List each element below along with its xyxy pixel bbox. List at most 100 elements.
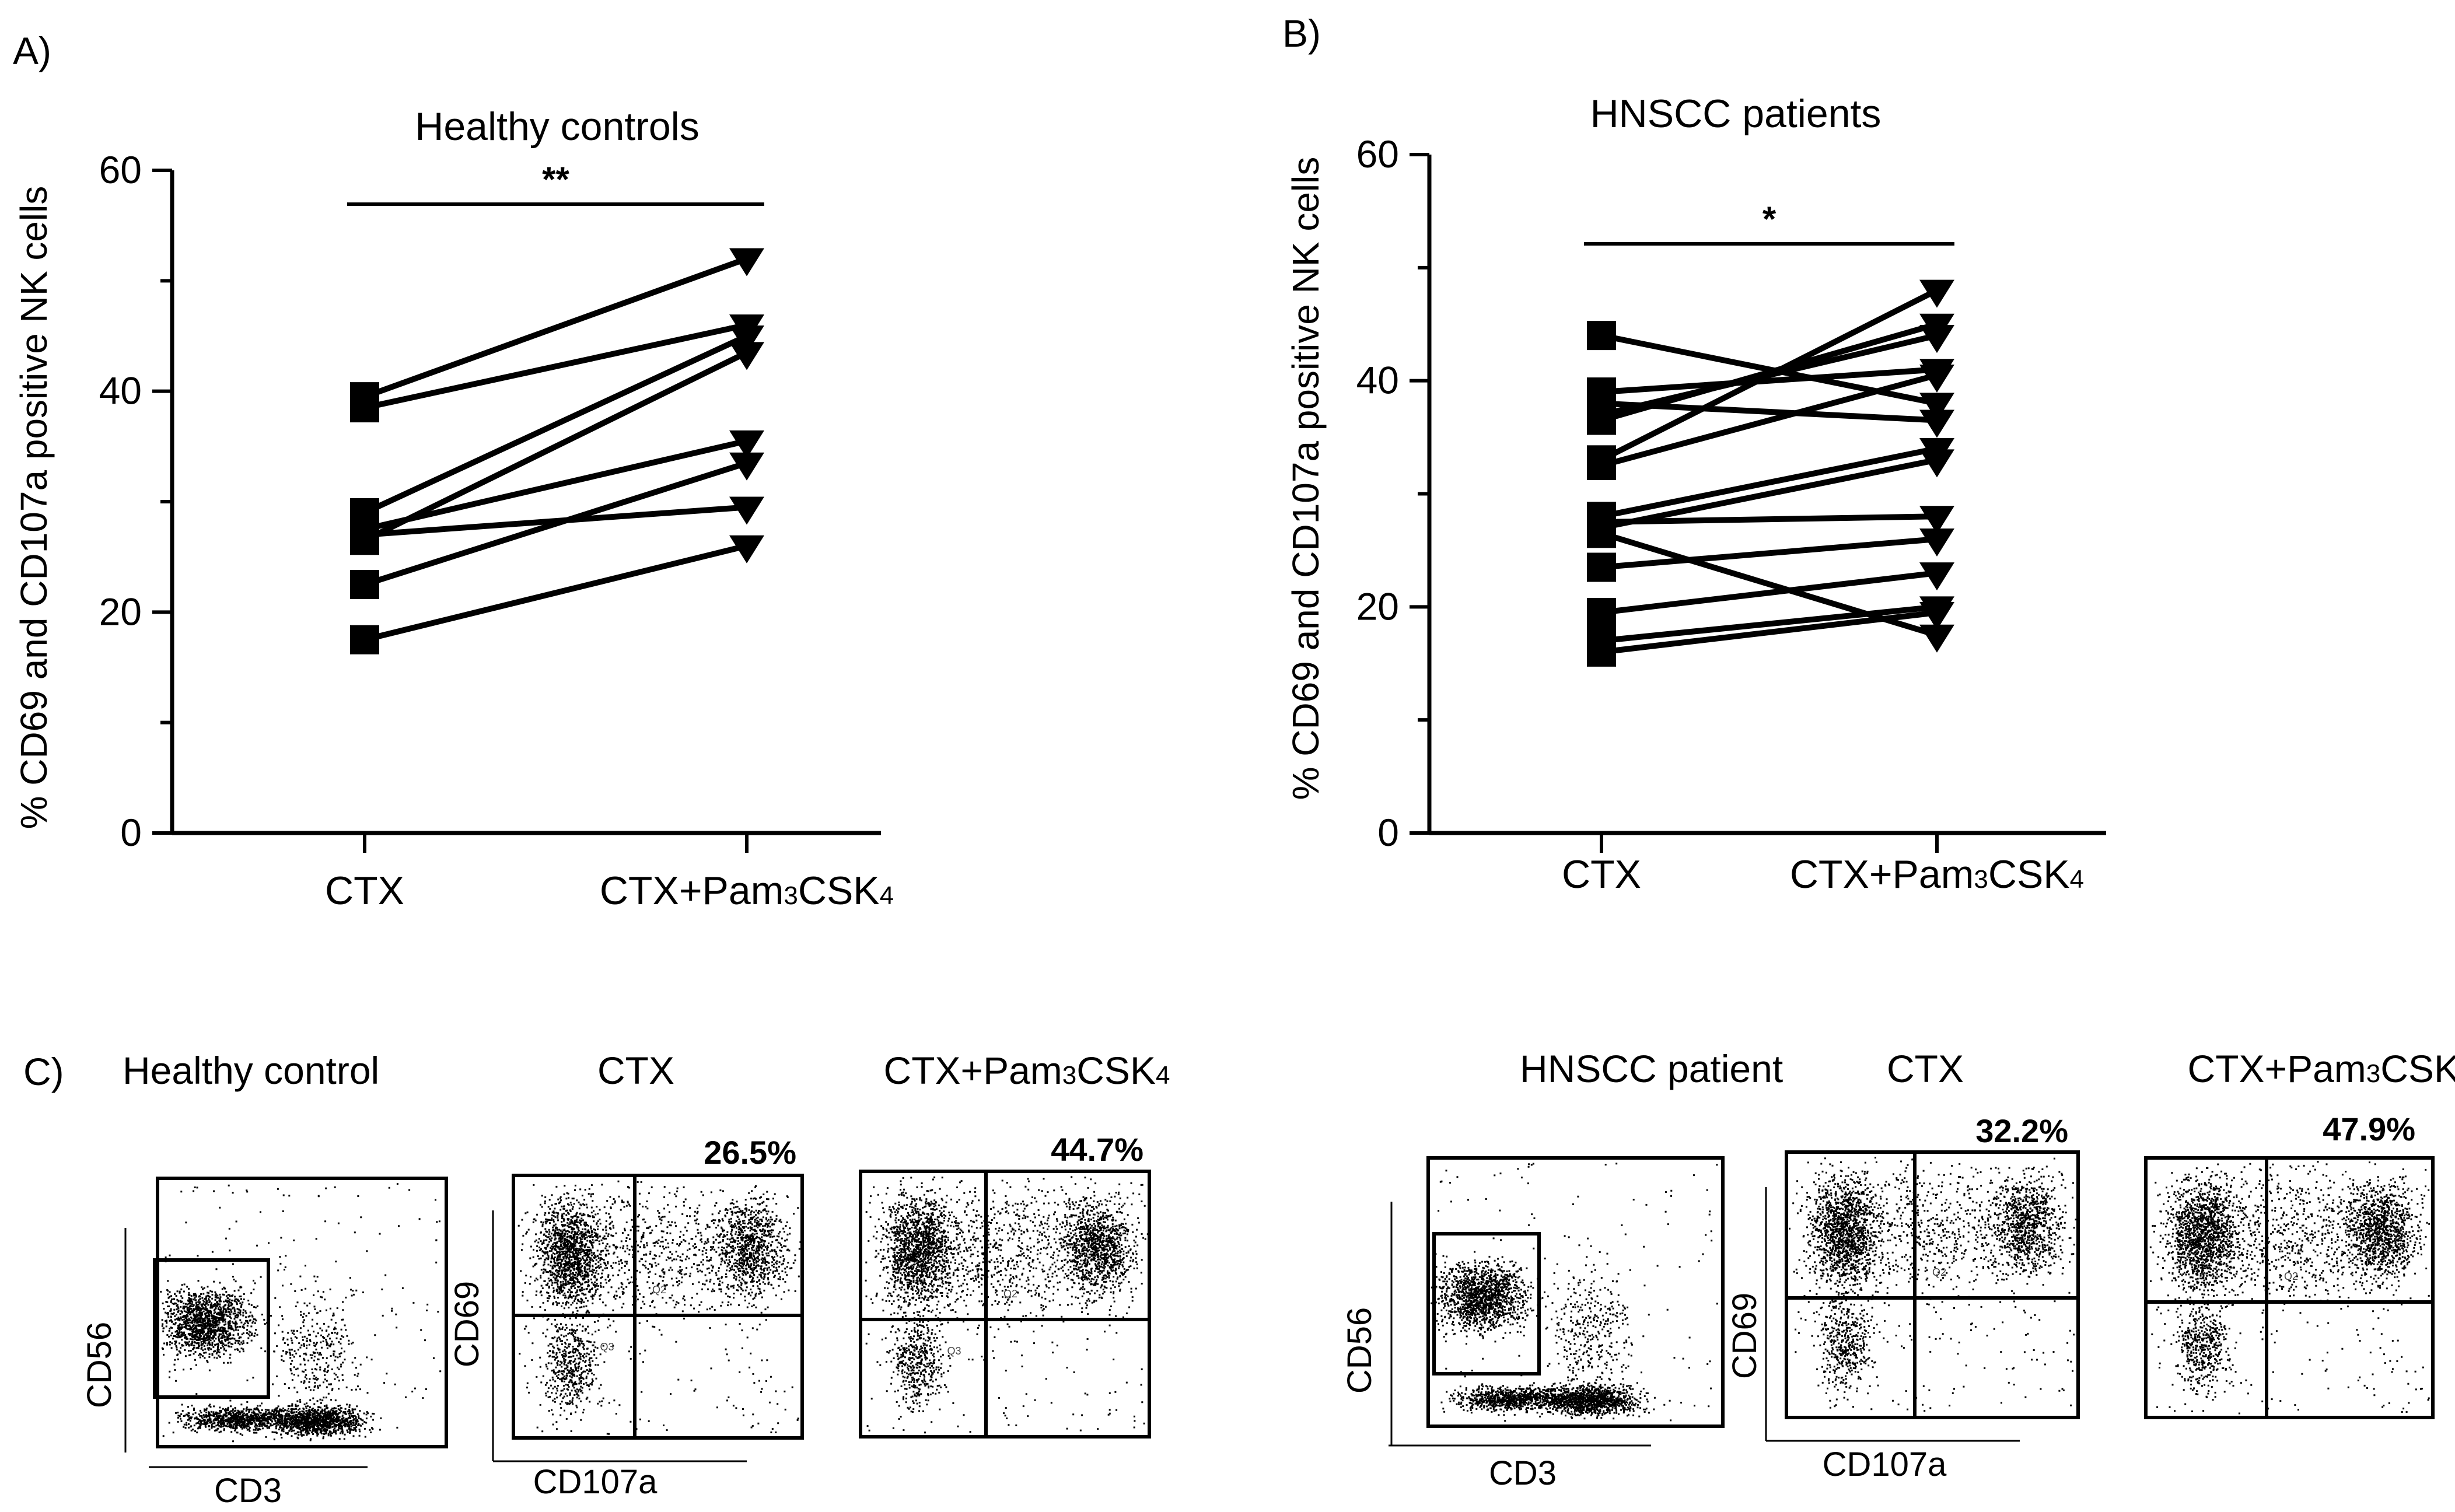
panel-a-pair-line [363, 438, 748, 533]
ctx-quadrant-plot: CTX 32.2% Q2 [1785, 1047, 2080, 1419]
panel-a-pam-point [729, 452, 764, 481]
panel-b-category-label-1: CTX+Pam3CSK4 [1790, 852, 2084, 897]
pam-plot-frame [859, 1170, 1151, 1438]
scatter-dots [2159, 1163, 2250, 1309]
panel-b-pam-point [1919, 313, 1954, 342]
panel-b-ctx-point [1587, 451, 1616, 481]
gating-x-label: CD3 [214, 1472, 282, 1510]
gating-plot: CD56 CD3 [1341, 1156, 1725, 1492]
panel-b-ctx-point [1587, 321, 1616, 351]
gating-plot-frame [156, 1177, 448, 1448]
panel-a-pam-point [729, 342, 764, 370]
panel-b-y-tick-label: 60 [1356, 132, 1399, 176]
panel-a-ctx-point [350, 570, 379, 599]
panel-b-category-label-0: CTX [1562, 852, 1641, 897]
gating-y-label: CD56 [1341, 1307, 1379, 1394]
panel-a-pair-line [363, 256, 748, 400]
panel-b-label: B) [1282, 12, 1321, 55]
scatter-dots [1431, 1247, 1547, 1345]
panel-b-pam-point [1919, 528, 1954, 557]
gating-y-label: CD56 [81, 1322, 118, 1408]
panel-b-pair-line [1601, 610, 1938, 655]
gating-plot-frame [1426, 1156, 1725, 1428]
panel-a-title: Healthy controls [415, 104, 700, 149]
panel-b-pam-point [1919, 364, 1954, 393]
ctx-plot-title: CTX [597, 1049, 674, 1092]
panel-b-ctx-point [1587, 637, 1616, 667]
pam-percent-label: 47.9% [2323, 1111, 2415, 1147]
panel-a-y-tick-label: 40 [99, 369, 142, 412]
panel-c-flow-plots: C) Healthy controlCD56CD3CTX26.5%Q2Q3CTX… [23, 1047, 2455, 1510]
ctx-x-label: CD107a [1823, 1446, 1947, 1483]
panel-b-ylabel: % CD69 and CD107a positive NK cells [1285, 157, 1327, 800]
ctx-quadrant-plot: CTX 26.5% Q2 Q3 [512, 1049, 804, 1440]
panel-b-pair-line [1600, 288, 1939, 463]
scatter-dots [517, 1181, 800, 1347]
panel-a-y-tick-label: 0 [120, 811, 142, 854]
scatter-dots [1978, 1167, 2077, 1294]
pam-quadrant-plot: CTX+Pam3CSK4 44.7% Q2 Q3 [859, 1049, 1170, 1438]
panel-a-pam-point [729, 496, 764, 525]
nk-gate [153, 1258, 270, 1399]
panel-a-pair-line [363, 333, 749, 516]
panel-a-category-label-0: CTX [325, 869, 404, 913]
scatter-dots [1795, 1161, 1891, 1312]
panel-a-y-tick-label: 20 [99, 590, 142, 633]
panel-b-pam-point [1919, 410, 1954, 438]
panel-a-pair-line [363, 349, 749, 543]
panel-b-significance-label: * [1762, 200, 1776, 239]
panel-b-pam-point [1919, 279, 1954, 308]
scatter-dots [162, 1183, 442, 1443]
panel-a-chart: A) Healthy controls % CD69 and CD107a po… [13, 29, 894, 913]
scatter-dots [704, 1189, 802, 1314]
scatter-dots [1811, 1280, 1879, 1409]
scatter-dots [875, 1178, 965, 1324]
flow-group-title: HNSCC patient [1520, 1047, 1783, 1090]
panel-b-chart: B) HNSCC patients % CD69 and CD107a posi… [1282, 12, 2106, 897]
panel-b-pair-line [1601, 604, 1938, 644]
ctx-plot-frame [512, 1174, 804, 1440]
panel-b-ctx-point [1587, 405, 1616, 435]
scatter-dots [1440, 1382, 1591, 1416]
panel-a-pair-line [364, 504, 747, 538]
ctx-plot-frame [1785, 1150, 2080, 1419]
gating-x-label: CD3 [1489, 1454, 1557, 1492]
scatter-dots [1789, 1158, 2075, 1320]
scatter-dots [1527, 1381, 1656, 1420]
panel-a-ctx-point [350, 393, 379, 423]
ctx-y-label: CD69 [448, 1281, 486, 1367]
scatter-dots [885, 1304, 952, 1423]
gating-plot: CD56 CD3 [81, 1177, 448, 1510]
pam-plot-frame [2144, 1156, 2435, 1419]
panel-a-label: A) [13, 29, 51, 72]
panel-b-pam-point [1919, 624, 1954, 653]
ctx-percent-label: 32.2% [1975, 1112, 2068, 1149]
quadrant-label-q2: Q2 [652, 1284, 666, 1296]
panel-b-pam-point [1919, 393, 1954, 421]
panel-b-ctx-point [1587, 598, 1616, 628]
panel-b-ctx-point [1587, 552, 1616, 582]
quadrant-label-q3: Q3 [600, 1341, 614, 1353]
scatter-dots [2170, 1282, 2241, 1412]
quadrant-label-q2: Q2 [1003, 1288, 1017, 1300]
pam-plot-title: CTX+Pam3CSK4 [2188, 1047, 2455, 1090]
panel-b-y-tick-label: 40 [1356, 359, 1399, 402]
panel-a-ylabel: % CD69 and CD107a positive NK cells [13, 186, 55, 830]
scatter-dots [522, 1184, 618, 1335]
panel-a-category-label-1: CTX+Pam3CSK4 [600, 869, 894, 913]
quadrant-label-q3: Q3 [947, 1345, 961, 1357]
panel-b-pair-line [1601, 513, 1938, 525]
panel-c-label: C) [23, 1050, 64, 1093]
quadrant-label-q2: Q2 [2284, 1270, 2298, 1282]
panel-a-pam-point [729, 326, 764, 354]
panel-a-pam-point [729, 535, 764, 564]
panel-b-pam-point [1919, 602, 1954, 631]
pam-percent-label: 44.7% [1051, 1131, 1143, 1168]
panel-b-y-tick-label: 0 [1377, 811, 1399, 854]
scatter-dots [539, 1301, 604, 1430]
panel-b-pair-line [1600, 372, 1938, 468]
panel-a-pair-line [363, 542, 748, 643]
scatter-dots [2328, 1168, 2430, 1302]
panel-b-ctx-point [1587, 519, 1616, 548]
